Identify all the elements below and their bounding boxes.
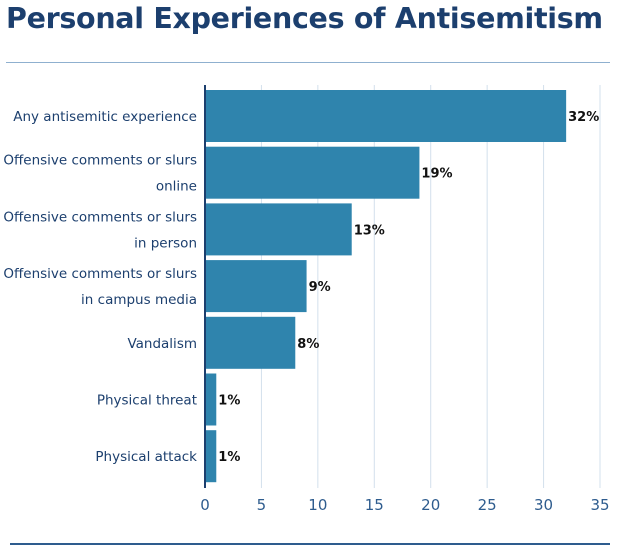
category-label: in campus media <box>81 292 197 308</box>
x-tick-label: 15 <box>365 496 384 514</box>
data-label: 1% <box>218 394 240 409</box>
data-label: 19% <box>421 167 452 182</box>
category-label: in person <box>134 235 197 251</box>
x-tick-label: 0 <box>200 496 210 514</box>
x-tick-label: 5 <box>257 496 267 514</box>
x-tick-label: 25 <box>478 496 497 514</box>
category-label: online <box>156 179 197 195</box>
x-tick-label: 35 <box>590 496 609 514</box>
x-tick-label: 30 <box>534 496 553 514</box>
category-label: Vandalism <box>127 336 197 352</box>
category-label: Any antisemitic experience <box>13 109 197 125</box>
category-label: Offensive comments or slurs <box>3 209 197 225</box>
bar <box>205 146 420 199</box>
x-tick-label: 20 <box>421 496 440 514</box>
data-label: 32% <box>568 110 599 125</box>
data-label: 1% <box>218 450 240 465</box>
bar <box>205 90 567 142</box>
bar <box>205 430 217 483</box>
chart-title: Personal Experiences of Antisemitism <box>6 2 603 35</box>
footer-divider <box>10 543 610 545</box>
title-divider <box>6 62 610 63</box>
category-label: Offensive comments or slurs <box>3 266 197 282</box>
data-label: 13% <box>354 223 385 238</box>
bar <box>205 316 296 369</box>
category-label: Physical threat <box>97 393 197 409</box>
bar <box>205 260 307 313</box>
category-label: Physical attack <box>95 449 197 465</box>
category-label: Offensive comments or slurs <box>3 153 197 169</box>
bar <box>205 203 352 256</box>
data-label: 9% <box>309 280 331 295</box>
data-label: 8% <box>297 337 319 352</box>
bar <box>205 373 217 426</box>
x-tick-label: 10 <box>308 496 327 514</box>
